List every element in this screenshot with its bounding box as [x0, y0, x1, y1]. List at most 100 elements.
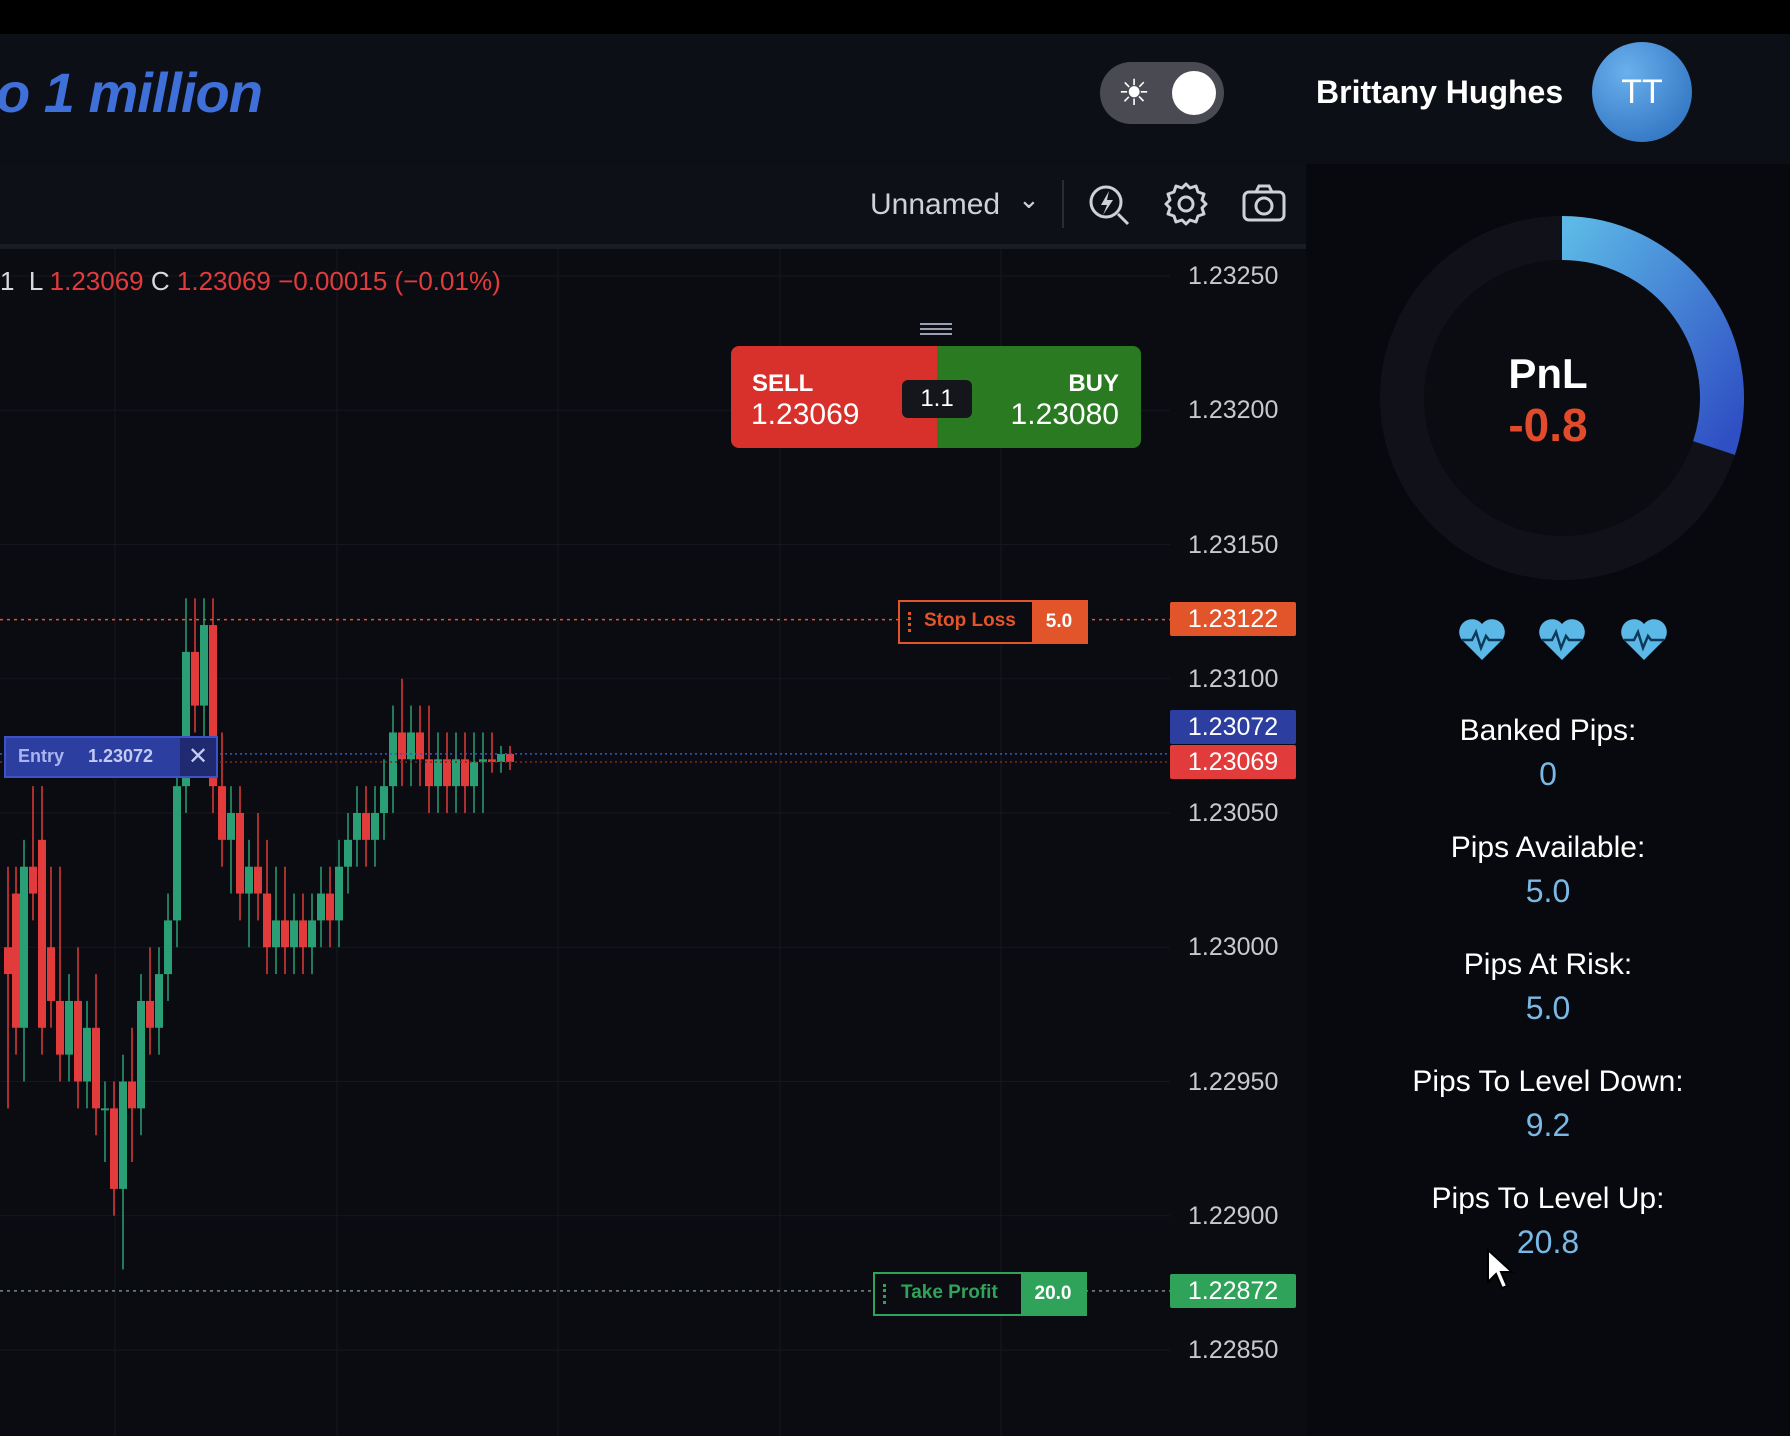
gear-icon[interactable] [1160, 178, 1212, 230]
candle [56, 866, 64, 1082]
price-axis-label: 1.23250 [1188, 262, 1279, 290]
layout-name-dropdown[interactable]: Unnamed [870, 188, 1001, 221]
candle [263, 839, 271, 975]
pnl-gauge [1380, 216, 1745, 580]
drag-handle-icon[interactable] [920, 322, 952, 336]
candle [470, 732, 478, 813]
ohlc-low: 1.23069 [49, 266, 144, 296]
price-axis-label: 1.22850 [1188, 1336, 1279, 1364]
grip-icon[interactable] [883, 1284, 889, 1304]
candle [218, 732, 226, 867]
candle [245, 839, 253, 948]
theme-toggle[interactable]: ☀ [1100, 62, 1224, 124]
sell-button[interactable]: SELL 1.23069 [731, 346, 937, 448]
price-axis-label: 1.22950 [1188, 1067, 1279, 1096]
ohlc-low-label: L [28, 266, 43, 296]
candle [272, 866, 280, 975]
candle [101, 1081, 109, 1163]
ohlc-prefix: 1 [0, 266, 15, 296]
candle [92, 974, 100, 1136]
price-axis-label: 1.22900 [1188, 1201, 1279, 1230]
stop-loss-value: 5.0 [1032, 602, 1086, 642]
take-profit-label: Take Profit [901, 1282, 998, 1303]
toggle-knob [1172, 71, 1216, 115]
heart-icon [1539, 619, 1585, 660]
entry-label: Entry [18, 746, 65, 766]
candle [308, 893, 316, 975]
buy-price: 1.23080 [1010, 398, 1119, 431]
candle [4, 866, 12, 1109]
candlestick-chart[interactable] [0, 249, 1306, 1436]
candle [20, 839, 28, 1082]
stop-loss-order[interactable]: Stop Loss 5.0 [898, 600, 1088, 644]
take-profit-order[interactable]: Take Profit 20.0 [873, 1272, 1087, 1316]
candle [326, 866, 334, 948]
candle [182, 598, 190, 813]
candle [12, 866, 20, 1055]
candle [317, 866, 325, 948]
ohlc-readout: 1 L 1.23069 C 1.23069 −0.00015 (−0.01%) [0, 266, 501, 297]
candle [83, 1000, 91, 1109]
candle [65, 974, 73, 1082]
avatar[interactable]: TT [1592, 42, 1692, 142]
candle [353, 786, 361, 867]
ohlc-change: −0.00015 (−0.01%) [278, 266, 501, 296]
candle [209, 598, 217, 813]
candle [371, 786, 379, 867]
candle [479, 732, 487, 813]
pips-to-level-down-value: 9.2 [1525, 1107, 1571, 1143]
pips-at-risk-label: Pips At Risk: [1463, 948, 1633, 981]
close-icon[interactable]: ✕ [180, 738, 216, 776]
candle [146, 947, 154, 1055]
grip-icon[interactable] [908, 612, 914, 632]
candle [425, 705, 433, 813]
lightning-icon[interactable] [1082, 178, 1134, 230]
sell-label: SELL [752, 370, 814, 397]
buy-label: BUY [1068, 370, 1119, 397]
candle [29, 786, 37, 921]
chart-toolbar: Unnamed ⌄ [0, 164, 1306, 249]
candle [200, 598, 208, 760]
candle [128, 1027, 136, 1163]
heart-icon [1621, 619, 1667, 660]
candle [380, 759, 388, 840]
pips-to-level-down-label: Pips To Level Down: [1412, 1065, 1684, 1098]
price-axis-label: 1.23100 [1188, 664, 1279, 693]
candle [335, 839, 343, 948]
candle [119, 1054, 127, 1270]
user-name: Brittany Hughes [1316, 74, 1564, 110]
price-axis-label: 1.23050 [1188, 799, 1279, 827]
page-title: o 1 million [0, 61, 263, 124]
camera-icon[interactable] [1238, 178, 1290, 230]
candle [389, 705, 397, 813]
order-widget: SELL 1.23069 BUY 1.23080 1.1 [731, 346, 1141, 448]
candle [299, 893, 307, 975]
chevron-down-icon[interactable]: ⌄ [1018, 184, 1040, 214]
entry-order[interactable]: Entry 1.23072 ✕ [4, 736, 218, 778]
candle [344, 813, 352, 894]
candle [290, 893, 298, 975]
candle [236, 786, 244, 921]
header [0, 34, 1790, 164]
quantity-field[interactable]: 1.1 [902, 380, 972, 418]
candle [38, 786, 46, 1055]
sell-price: 1.23069 [751, 398, 860, 431]
candle [362, 786, 370, 867]
toolbar-divider [1062, 180, 1064, 228]
window-top-bar [0, 0, 1790, 34]
candle [281, 866, 289, 975]
price-axis-label: 1.23200 [1188, 396, 1279, 425]
banked-pips-label: Banked Pips: [1459, 714, 1637, 747]
sun-icon: ☀ [1117, 72, 1151, 113]
entry-value: 1.23072 [88, 746, 154, 766]
candle [416, 705, 424, 787]
candle [164, 893, 172, 1001]
candle [110, 1081, 118, 1216]
stop-loss-label: Stop Loss [924, 610, 1016, 631]
candle [47, 866, 55, 1028]
candle [488, 732, 496, 773]
candle [407, 705, 415, 787]
candle [74, 947, 82, 1109]
candle [434, 732, 442, 813]
entry-price-tag: 1.23072 [1170, 710, 1296, 744]
